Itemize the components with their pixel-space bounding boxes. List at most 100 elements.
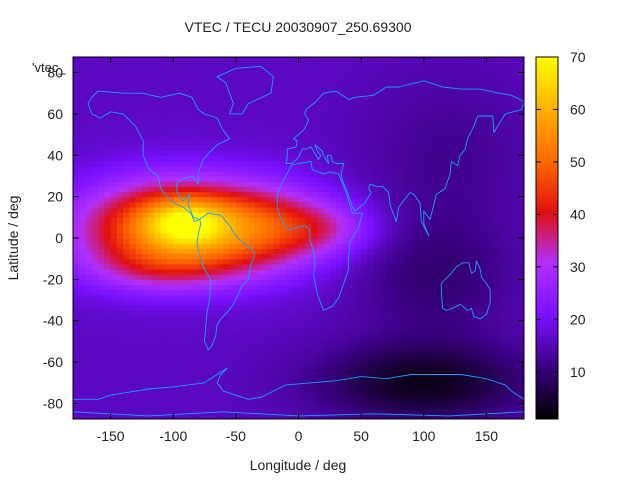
heatmap-cell (379, 403, 387, 410)
heatmap-cell (486, 77, 494, 84)
heatmap-cell (254, 144, 262, 151)
heatmap-cell (354, 315, 362, 322)
heatmap-cell (260, 170, 268, 177)
heatmap-cell (160, 206, 168, 213)
heatmap-cell (417, 62, 425, 68)
heatmap-cell (448, 289, 456, 296)
heatmap-cell (511, 279, 519, 286)
heatmap-cell (455, 258, 462, 265)
heatmap-cell (210, 279, 218, 286)
heatmap-cell (173, 263, 181, 270)
heatmap-cell (285, 212, 293, 218)
heatmap-cell (498, 103, 506, 110)
heatmap-cell (455, 289, 462, 296)
heatmap-cell (304, 124, 312, 130)
heatmap-cell (285, 300, 293, 306)
heatmap-cell (73, 248, 80, 255)
heatmap-cell (154, 279, 162, 286)
heatmap-cell (455, 284, 462, 291)
heatmap-cell (298, 98, 306, 105)
heatmap-cell (285, 129, 293, 136)
heatmap-cell (85, 331, 93, 337)
heatmap-cell (455, 341, 462, 348)
heatmap-cell (235, 248, 243, 255)
heatmap-cell (79, 206, 87, 213)
heatmap-cell (423, 150, 431, 156)
heatmap-cell (386, 367, 394, 374)
heatmap-cell (198, 124, 206, 130)
heatmap-cell (192, 248, 199, 255)
heatmap-cell (348, 82, 356, 89)
heatmap-cell (204, 294, 212, 301)
heatmap-cell (473, 315, 481, 322)
heatmap-cell (260, 186, 268, 193)
heatmap-cell (223, 103, 231, 110)
heatmap-cell (116, 269, 124, 275)
heatmap-cell (285, 113, 293, 120)
heatmap-cell (260, 336, 268, 343)
heatmap-cell (248, 93, 256, 99)
heatmap-cell (323, 72, 331, 79)
heatmap-cell (79, 403, 87, 410)
heatmap-cell (430, 284, 437, 291)
heatmap-cell (354, 113, 362, 120)
heatmap-cell (135, 206, 143, 213)
heatmap-cell (361, 217, 368, 224)
heatmap-cell (361, 175, 368, 182)
heatmap-cell (492, 336, 500, 343)
heatmap-cell (298, 232, 306, 239)
heatmap-cell (398, 408, 406, 415)
heatmap-cell (104, 124, 112, 130)
heatmap-cell (392, 227, 400, 234)
heatmap-cell (367, 155, 375, 162)
heatmap-cell (292, 274, 300, 280)
heatmap-cell (160, 62, 168, 68)
heatmap-cell (85, 77, 93, 84)
heatmap-cell (110, 227, 118, 234)
heatmap-cell (179, 289, 187, 296)
heatmap-cell (279, 119, 287, 125)
heatmap-cell (373, 57, 381, 63)
heatmap-cell (342, 108, 350, 115)
heatmap-cell (317, 346, 325, 353)
heatmap-cell (179, 212, 187, 218)
heatmap-cell (85, 372, 93, 379)
heatmap-cell (398, 294, 406, 301)
heatmap-cell (317, 72, 325, 79)
heatmap-cell (505, 227, 513, 234)
heatmap-cell (367, 341, 375, 348)
heatmap-cell (367, 139, 375, 146)
heatmap-cell (192, 124, 199, 130)
heatmap-cell (129, 181, 137, 187)
heatmap-cell (273, 119, 281, 125)
heatmap-cell (116, 206, 124, 213)
heatmap-cell (367, 175, 375, 182)
heatmap-cell (79, 351, 87, 358)
heatmap-cell (223, 129, 231, 136)
heatmap-cell (498, 248, 506, 255)
heatmap-cell (210, 67, 218, 74)
heatmap-cell (235, 139, 243, 146)
heatmap-cell (148, 367, 156, 374)
heatmap-cell (473, 134, 481, 141)
heatmap-cell (336, 103, 343, 110)
heatmap-cell (229, 150, 237, 156)
heatmap-cell (217, 258, 224, 265)
heatmap-cell (235, 155, 243, 162)
heatmap-cell (436, 408, 444, 415)
heatmap-cell (279, 155, 287, 162)
heatmap-cell (279, 248, 287, 255)
heatmap-cell (361, 289, 368, 296)
heatmap-cell (361, 294, 368, 301)
heatmap-cell (461, 217, 469, 224)
heatmap-cell (229, 387, 237, 394)
heatmap-cell (423, 129, 431, 136)
heatmap-cell (430, 196, 437, 203)
heatmap-cell (254, 113, 262, 120)
heatmap-cell (486, 243, 494, 249)
heatmap-cell (192, 201, 199, 208)
heatmap-cell (235, 170, 243, 177)
heatmap-cell (448, 212, 456, 218)
heatmap-cell (229, 248, 237, 255)
heatmap-cell (298, 367, 306, 374)
